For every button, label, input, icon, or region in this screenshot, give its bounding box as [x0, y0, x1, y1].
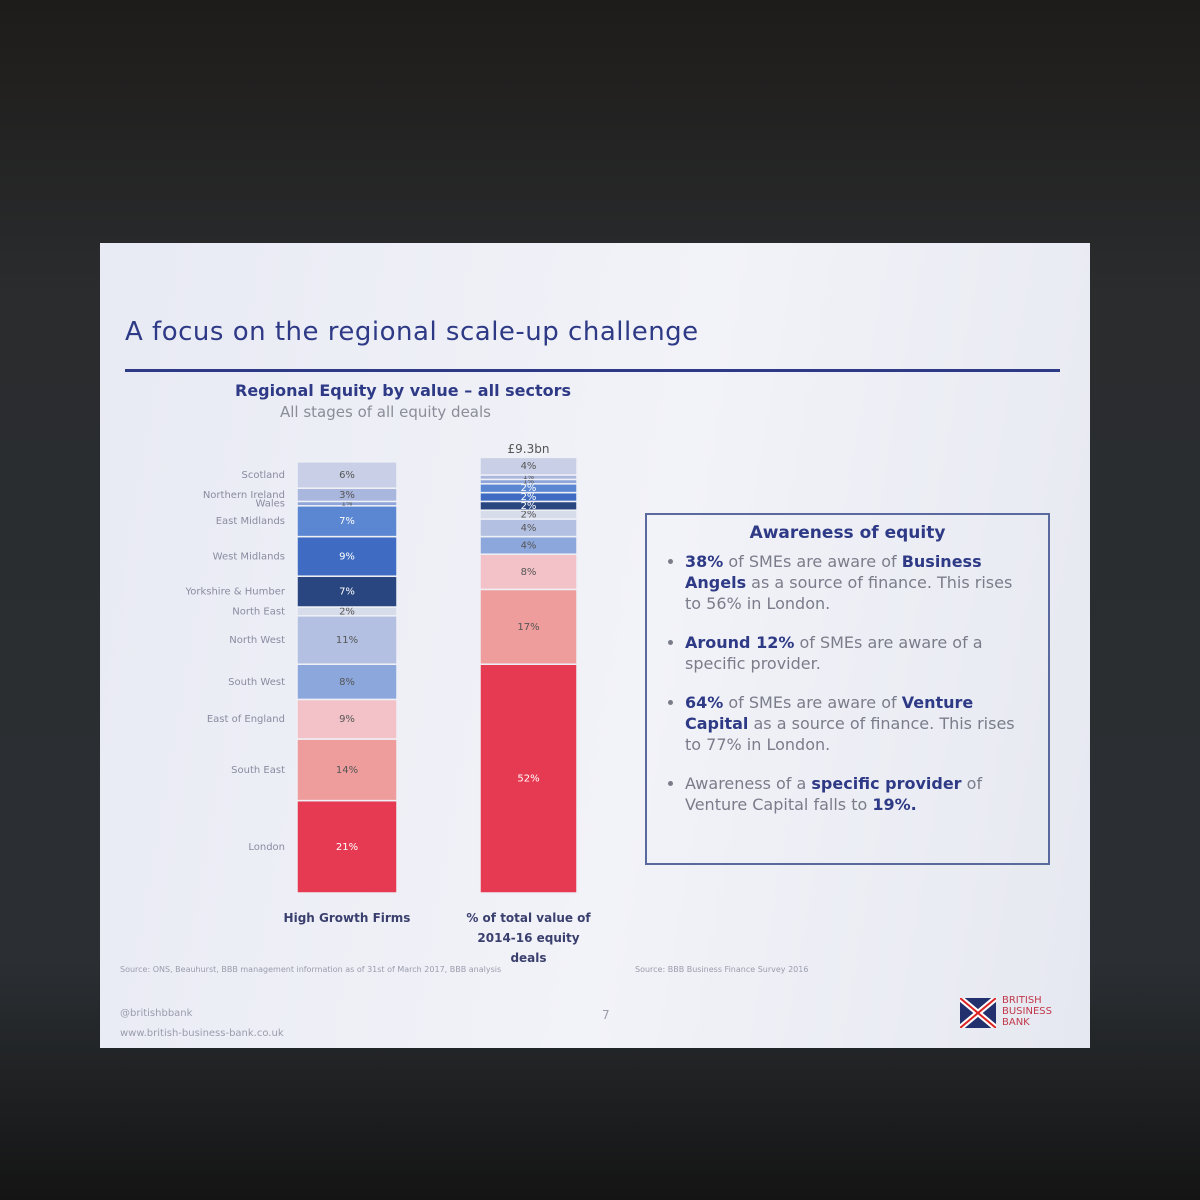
- title-rule: [125, 369, 1060, 372]
- value-label: 4%: [521, 540, 537, 551]
- bullet-text: as a source of finance. This rises to 56…: [685, 573, 1013, 613]
- bullet-text: specific provider: [811, 774, 962, 793]
- bar-segment: [479, 663, 578, 894]
- value-label: 52%: [517, 774, 539, 785]
- legend-label: South East: [231, 765, 285, 776]
- legend-label: North West: [229, 635, 285, 646]
- bar-segment: [479, 456, 578, 476]
- bar-segment: [296, 799, 398, 894]
- bullet-text: of SMEs are aware of a specific provider…: [685, 633, 983, 673]
- bullet-text: 19%.: [872, 795, 917, 814]
- bullet: 38% of SMEs are aware of Business Angels…: [685, 551, 1032, 614]
- bar-segment: [296, 505, 398, 538]
- bullet-text: of Venture Capital falls to: [685, 774, 983, 814]
- bullet-text: Awareness of a: [685, 774, 812, 793]
- website: www.british-business-bank.co.uk: [120, 1028, 284, 1039]
- value-label: 1%: [523, 473, 534, 481]
- value-label: 2%: [521, 510, 537, 521]
- bar-segment: [296, 461, 398, 489]
- value-label: 1%: [341, 500, 352, 508]
- bullet: 64% of SMEs are aware of Venture Capital…: [685, 692, 1032, 755]
- legend-label: Northern Ireland: [203, 490, 285, 501]
- bullet-text: Around 12%: [685, 633, 795, 652]
- bullet-text: 38%: [685, 552, 724, 571]
- bar-segment: [479, 588, 578, 665]
- value-label: 8%: [339, 677, 355, 688]
- value-label: 2%: [521, 501, 537, 512]
- bullet-list: 38% of SMEs are aware of Business Angels…: [663, 551, 1032, 815]
- value-label: 2%: [521, 483, 537, 494]
- slide-title: A focus on the regional scale-up challen…: [125, 317, 699, 347]
- source-right: Source: BBB Business Finance Survey 2016: [635, 965, 809, 974]
- legend-label: West Midlands: [213, 551, 285, 562]
- bar-segment: [296, 575, 398, 608]
- legend-label: North East: [232, 606, 285, 617]
- bar-segment: [296, 738, 398, 802]
- awareness-box: Awareness of equity 38% of SMEs are awar…: [645, 513, 1050, 865]
- legend-label: South West: [228, 677, 285, 688]
- logo-text: BRITISH BUSINESS BANK: [1002, 995, 1052, 1028]
- bar-segment: [479, 553, 578, 591]
- value-label: 9%: [339, 551, 355, 562]
- source-left: Source: ONS, Beauhurst, BBB management i…: [120, 965, 502, 974]
- logo-flag: [960, 998, 996, 1028]
- bullet: Awareness of a specific provider of Vent…: [685, 773, 1032, 815]
- bullet-text: of SMEs are aware of: [723, 693, 902, 712]
- legend-label: London: [248, 842, 285, 853]
- bullet-text: as a source of finance. This rises to 77…: [685, 714, 1015, 754]
- value-label: 1%: [523, 478, 534, 486]
- bullet-text: Business Angels: [685, 552, 982, 592]
- value-label: 2%: [521, 492, 537, 503]
- chart-subtitle: All stages of all equity deals: [280, 403, 491, 421]
- legend-label: Wales: [255, 499, 285, 510]
- slide: A focus on the regional scale-up challen…: [100, 243, 1090, 1048]
- chart-title: Regional Equity by value – all sectors: [235, 381, 572, 400]
- bullet-text: 64%: [685, 693, 724, 712]
- value-label: 17%: [517, 622, 539, 633]
- logo-line: BRITISH: [1002, 995, 1042, 1006]
- bullet-text: of SMEs are aware of: [723, 552, 902, 571]
- legend-label: Scotland: [242, 470, 285, 481]
- value-label: 14%: [336, 765, 358, 776]
- value-label: 21%: [336, 842, 358, 853]
- value-label: 9%: [339, 714, 355, 725]
- value-label: 7%: [339, 587, 355, 598]
- logo-line: BANK: [1002, 1017, 1030, 1028]
- legend-label: Yorkshire & Humber: [184, 587, 285, 598]
- logo-line: BUSINESS: [1002, 1006, 1052, 1017]
- value-label: 3%: [339, 490, 355, 501]
- page-number: 7: [602, 1008, 610, 1022]
- value-label: 4%: [521, 461, 537, 472]
- handle: @britishbbank: [120, 1008, 193, 1019]
- total-label: £9.3bn: [508, 442, 550, 456]
- bar-segment: [296, 535, 398, 577]
- bullet-text: Venture Capital: [685, 693, 974, 733]
- value-label: 8%: [521, 567, 537, 578]
- legend-label: East of England: [207, 714, 285, 725]
- box-heading: Awareness of equity: [749, 523, 946, 543]
- value-label: 11%: [336, 635, 358, 646]
- value-label: 6%: [339, 470, 355, 481]
- category-label: % of total value of 2014-16 equity deals: [466, 911, 591, 965]
- value-label: 2%: [339, 606, 355, 617]
- category-label: High Growth Firms: [283, 911, 411, 925]
- bullet: Around 12% of SMEs are aware of a specif…: [685, 632, 1032, 674]
- value-label: 4%: [521, 523, 537, 534]
- legend-label: East Midlands: [216, 516, 285, 527]
- value-label: 7%: [339, 516, 355, 527]
